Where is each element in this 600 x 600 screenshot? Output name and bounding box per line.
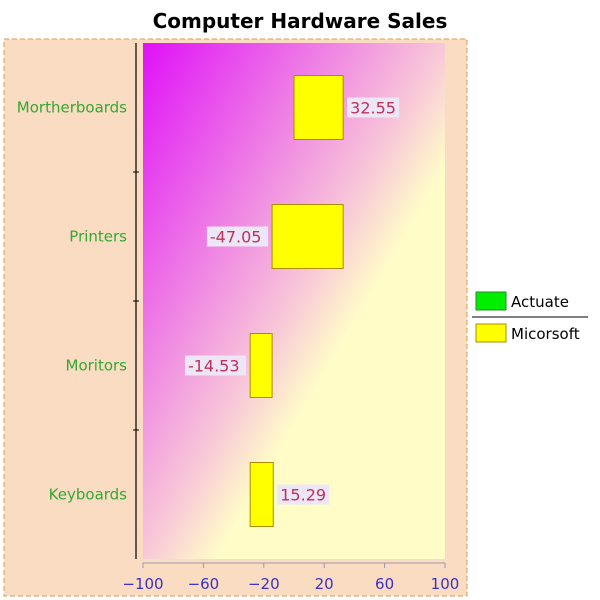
value-label-bg [347,97,400,118]
value-axis-ticks: −100 −60 −20 20 60 100 [122,563,459,593]
value-label: -14.53 [188,357,240,376]
x-tick-label: 100 [431,575,460,593]
category-label: Mortherboards [17,99,127,117]
value-label: 15.29 [280,486,326,505]
value-label-bg [184,355,247,376]
bar [249,462,274,527]
x-tick-label: −20 [248,575,280,593]
category-ticks [133,171,139,431]
bar [249,333,273,398]
legend-label-actuate: Actuate [511,293,569,311]
legend: Actuate Micorsoft [472,291,588,343]
category-labels: Mortherboards Printers Moritors Keyboards [17,99,127,504]
bar [271,204,344,269]
value-label: 32.55 [350,99,396,118]
value-label: -47.05 [210,228,262,247]
category-label: Printers [69,228,127,246]
bars [249,75,344,527]
x-tick-label: −100 [122,575,163,593]
bar [293,75,344,140]
legend-swatch-actuate [475,291,507,311]
value-label-bg [277,484,330,505]
category-label: Moritors [66,357,128,375]
x-tick-label: 20 [315,575,334,593]
legend-swatch-micorsoft [475,323,507,343]
x-tick-label: −60 [188,575,220,593]
legend-label-micorsoft: Micorsoft [511,325,580,343]
value-labels: 32.55 -47.05 -14.53 15.29 [184,97,400,505]
x-tick-label: 60 [375,575,394,593]
category-label: Keyboards [49,486,128,504]
chart-title: Computer Hardware Sales [153,9,448,33]
value-label-bg [206,226,269,247]
